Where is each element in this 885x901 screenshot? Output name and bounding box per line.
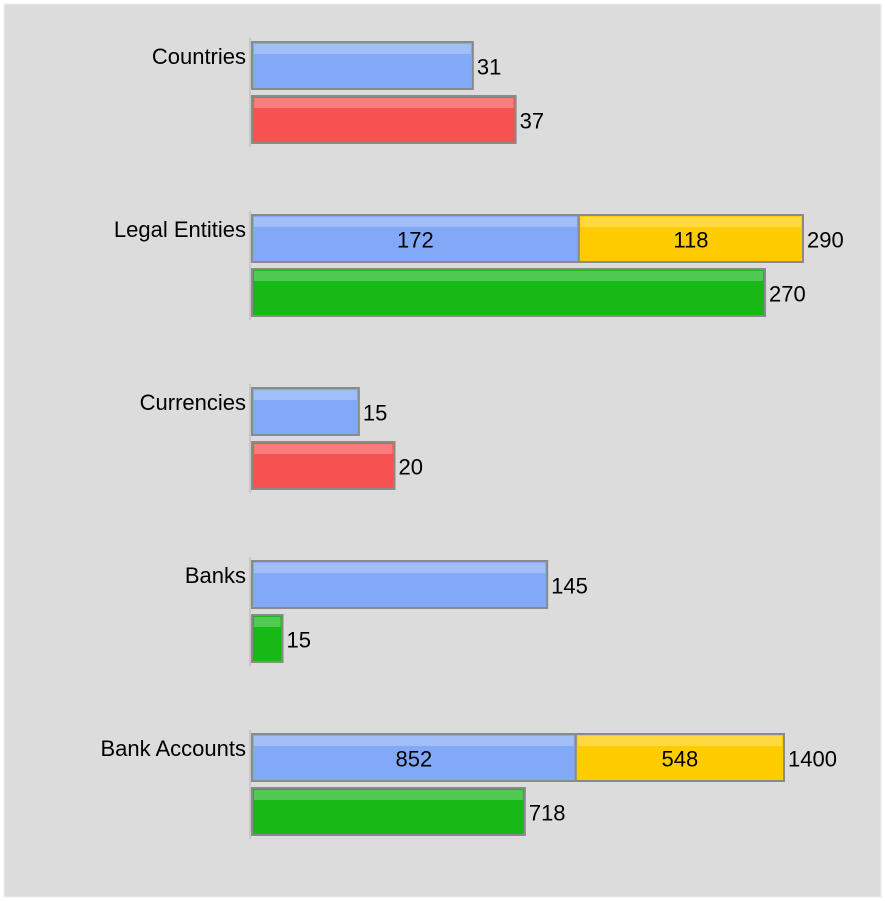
bar-segment	[251, 787, 526, 836]
bar-segment	[251, 560, 549, 609]
value-label: 270	[769, 281, 806, 306]
bar-segment	[577, 214, 804, 263]
bar-shine	[577, 736, 782, 746]
bar-segment	[251, 95, 517, 144]
group-label: Banks	[185, 563, 246, 588]
bar-segment	[251, 614, 284, 663]
total-label: 1400	[788, 746, 837, 771]
value-label: 20	[399, 454, 423, 479]
bar-shine	[254, 444, 393, 454]
group-label: Legal Entities	[114, 217, 246, 242]
bar-shine	[254, 563, 546, 573]
bar-segment	[251, 214, 580, 263]
bar-shine	[254, 217, 577, 227]
value-label: 145	[551, 573, 588, 598]
bar-segment	[251, 268, 766, 317]
bar-segment	[251, 41, 474, 90]
segment-label: 548	[662, 746, 699, 771]
total-label: 290	[807, 227, 844, 252]
bar-shine	[254, 390, 357, 400]
bar-segment	[251, 441, 396, 490]
segment-label: 118	[673, 227, 708, 252]
bar-shine	[254, 44, 471, 54]
bar-shine	[254, 736, 574, 746]
value-label: 31	[477, 54, 501, 79]
group-label: Bank Accounts	[100, 736, 246, 761]
group-label: Currencies	[140, 390, 246, 415]
value-label: 37	[520, 108, 544, 133]
value-label: 15	[287, 627, 311, 652]
bar-segment	[574, 733, 786, 782]
segment-label: 172	[397, 227, 434, 252]
bar-segment	[251, 733, 577, 782]
value-label: 15	[363, 400, 387, 425]
bar-shine	[254, 790, 523, 800]
bar-shine	[254, 271, 763, 281]
value-label: 718	[529, 800, 566, 825]
bar-shine	[254, 617, 281, 627]
bar-shine	[580, 217, 801, 227]
bar-shine	[254, 98, 514, 108]
group-label: Countries	[152, 44, 246, 69]
segment-label: 852	[396, 746, 433, 771]
bar-segment	[251, 387, 360, 436]
